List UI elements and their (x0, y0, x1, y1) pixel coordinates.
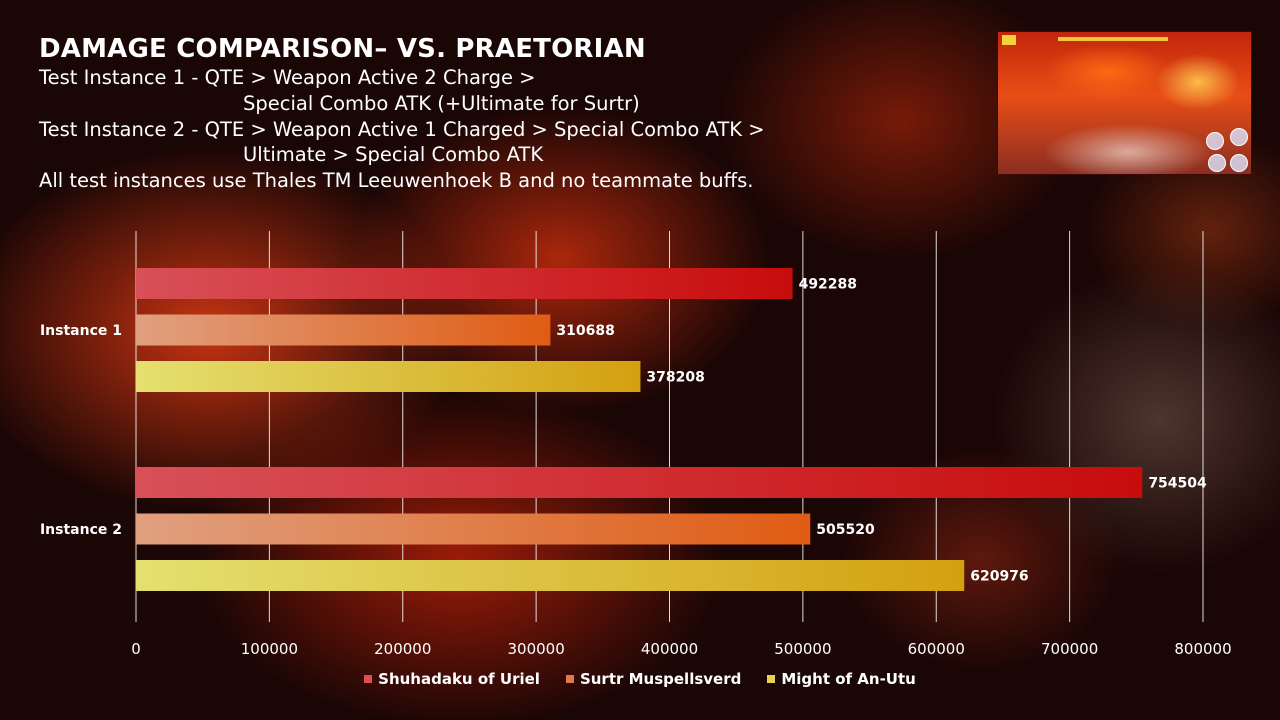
legend-item: Shuhadaku of Uriel (364, 670, 540, 688)
chart-legend: Shuhadaku of Uriel Surtr Muspellsverd Mi… (0, 670, 1280, 688)
bar (136, 467, 1143, 498)
x-tick-label: 800000 (1174, 640, 1231, 658)
bar (136, 361, 641, 392)
bar (136, 513, 811, 545)
x-tick-label: 600000 (908, 640, 965, 658)
hud-skill-icon (1208, 154, 1226, 172)
x-tick-label: 500000 (774, 640, 831, 658)
x-tick-label: 700000 (1041, 640, 1098, 658)
subtitle-line-1: Test Instance 1 - QTE > Weapon Active 2 … (39, 66, 536, 89)
bar (136, 314, 551, 346)
legend-swatch (565, 675, 574, 683)
legend-label: Surtr Muspellsverd (579, 670, 742, 688)
gameplay-thumbnail (997, 31, 1252, 175)
bar (136, 268, 793, 299)
data-label: 505520 (816, 522, 875, 538)
legend-item: Surtr Muspellsverd (565, 670, 742, 688)
legend-label: Might of An-Utu (781, 670, 916, 688)
data-label: 754504 (1148, 476, 1207, 492)
hud-skill-icon (1206, 132, 1224, 150)
data-label: 492288 (799, 277, 857, 293)
legend-item: Might of An-Utu (767, 670, 916, 688)
x-tick-label: 200000 (374, 640, 431, 658)
x-tick-label: 400000 (641, 640, 698, 658)
x-tick-label: 100000 (241, 640, 298, 658)
subtitle-line-2: Special Combo ATK (+Ultimate for Surtr) (243, 92, 640, 115)
subtitle-line-5: All test instances use Thales TM Leeuwen… (39, 169, 754, 192)
hud-health-bar (1058, 37, 1168, 41)
x-tick-label: 300000 (507, 640, 564, 658)
subtitle-line-4: Ultimate > Special Combo ATK (243, 143, 544, 166)
hud-skill-icon (1230, 128, 1248, 146)
data-label: 378208 (646, 370, 704, 386)
legend-swatch (767, 675, 776, 683)
legend-swatch (364, 675, 373, 683)
subtitle-line-3: Test Instance 2 - QTE > Weapon Active 1 … (39, 118, 765, 141)
legend-label: Shuhadaku of Uriel (378, 670, 540, 688)
category-label: Instance 1 (40, 323, 122, 339)
data-label: 310688 (556, 323, 614, 339)
bar (136, 560, 965, 591)
x-tick-label: 0 (131, 640, 141, 658)
hud-badge (1002, 35, 1016, 45)
category-label: Instance 2 (40, 522, 122, 538)
chart-title: DAMAGE COMPARISON– VS. PRAETORIAN (39, 34, 646, 64)
data-label: 620976 (970, 569, 1028, 585)
hud-skill-icon (1230, 154, 1248, 172)
